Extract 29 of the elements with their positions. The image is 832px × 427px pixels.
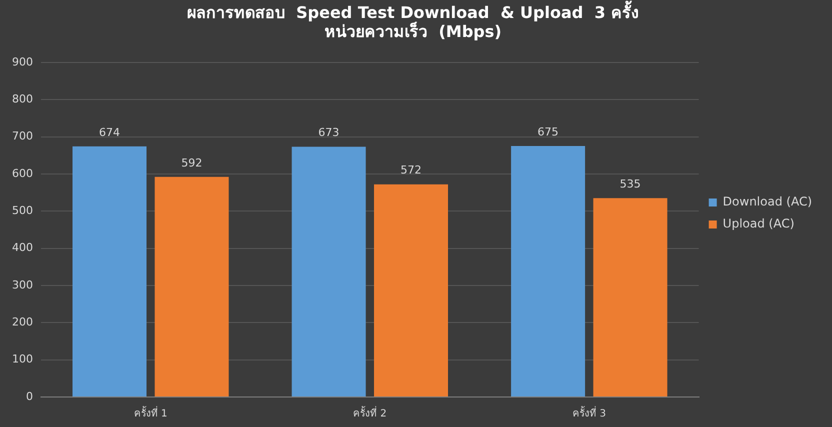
data-label: 572 — [400, 164, 422, 177]
x-tick-label: ครั้งที่ 1 — [134, 406, 168, 420]
y-tick-label: 400 — [12, 241, 33, 254]
data-label: 675 — [538, 125, 559, 138]
x-tick-label: ครั้งที่ 3 — [572, 406, 606, 420]
y-tick-label: 700 — [12, 130, 33, 143]
x-tick-label: ครั้งที่ 2 — [353, 406, 387, 420]
y-tick-label: 100 — [12, 352, 33, 366]
text: ผลการทดสอบ Speed Test Download & Upload 3 ครั้ง — [186, 2, 640, 22]
y-tick-label: 200 — [12, 316, 33, 329]
data-label: 535 — [620, 177, 641, 190]
data-label: 674 — [99, 126, 120, 139]
y-tick-label: 0 — [26, 390, 33, 403]
data-label: 673 — [318, 126, 340, 140]
y-tick-label: 600 — [12, 166, 33, 180]
y-tick-label: 900 — [12, 55, 33, 68]
bar — [374, 184, 448, 396]
data-label: 592 — [181, 156, 202, 170]
bar — [292, 146, 366, 396]
bar — [154, 176, 229, 396]
bar — [72, 146, 147, 396]
bar — [593, 198, 668, 396]
y-tick-label: 800 — [12, 92, 33, 106]
legend-label: Upload (AC) — [722, 216, 794, 231]
legend-label: Download (AC) — [722, 194, 812, 209]
bar — [511, 146, 586, 396]
y-tick-label: 500 — [12, 204, 33, 217]
text: หน่วยความเร็ว (Mbps) — [324, 22, 502, 41]
y-tick-label: 300 — [12, 278, 33, 292]
